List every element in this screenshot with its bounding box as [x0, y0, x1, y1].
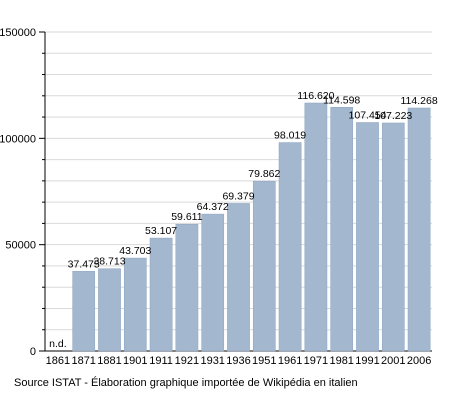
bar [356, 122, 379, 352]
y-tick-label: 0 [30, 346, 36, 358]
data-label: 69.379 [222, 190, 254, 202]
data-label: 116.620 [297, 90, 334, 102]
x-tick-label: 1871 [71, 355, 95, 367]
x-tick-label: 1951 [252, 355, 276, 367]
data-label: 59.611 [171, 211, 202, 223]
bar [330, 107, 354, 352]
data-label: 53.107 [145, 225, 177, 237]
x-tick-label: 1981 [329, 355, 353, 367]
bar [304, 102, 328, 352]
y-tick-label: 100000 [0, 133, 36, 145]
x-axis-ticks: 1861 1871 1881 1901 1911 1921 1931 1936 1951 1961… [46, 355, 432, 367]
bar [252, 180, 276, 352]
bar [227, 203, 250, 352]
source-note: Source ISTAT - Élaboration graphique imp… [14, 377, 358, 389]
y-axis-ticks: 0 50000 100000 150000 [0, 27, 36, 358]
bar [381, 122, 405, 352]
data-label: 107.223 [374, 110, 412, 122]
bar [278, 142, 302, 352]
x-tick-label: 1861 [46, 355, 70, 367]
x-tick-label: 1881 [97, 355, 121, 367]
x-tick-label: 2006 [407, 355, 431, 367]
bar [98, 268, 121, 352]
x-tick-label: 1991 [355, 355, 379, 367]
x-tick-label: 2001 [381, 355, 405, 367]
bar [201, 213, 225, 352]
x-tick-label: 1971 [304, 355, 328, 367]
y-tick-label: 150000 [0, 27, 36, 39]
bar [123, 257, 147, 352]
data-label: 114.268 [401, 95, 438, 107]
data-label: 38.713 [93, 256, 125, 268]
data-label: 37.475 [68, 258, 100, 270]
bar [407, 107, 431, 352]
x-tick-label: 1901 [123, 355, 147, 367]
x-tick-label: 1931 [200, 355, 224, 367]
x-tick-label: 1911 [149, 355, 173, 367]
data-label: n.d. [49, 338, 67, 350]
data-label: 114.598 [323, 94, 360, 106]
bars [72, 102, 431, 352]
data-label: 64.372 [197, 201, 229, 213]
bar [72, 271, 96, 352]
bar [175, 223, 199, 352]
data-label: 98.019 [274, 130, 306, 142]
data-label: 79.862 [248, 168, 280, 180]
x-tick-label: 1936 [226, 355, 250, 367]
x-tick-label: 1921 [175, 355, 199, 367]
data-label: 107.454 [349, 109, 387, 121]
y-tick-label: 50000 [5, 240, 36, 252]
bar [149, 237, 173, 352]
data-label: 43.703 [119, 245, 151, 257]
x-tick-label: 1961 [278, 355, 302, 367]
